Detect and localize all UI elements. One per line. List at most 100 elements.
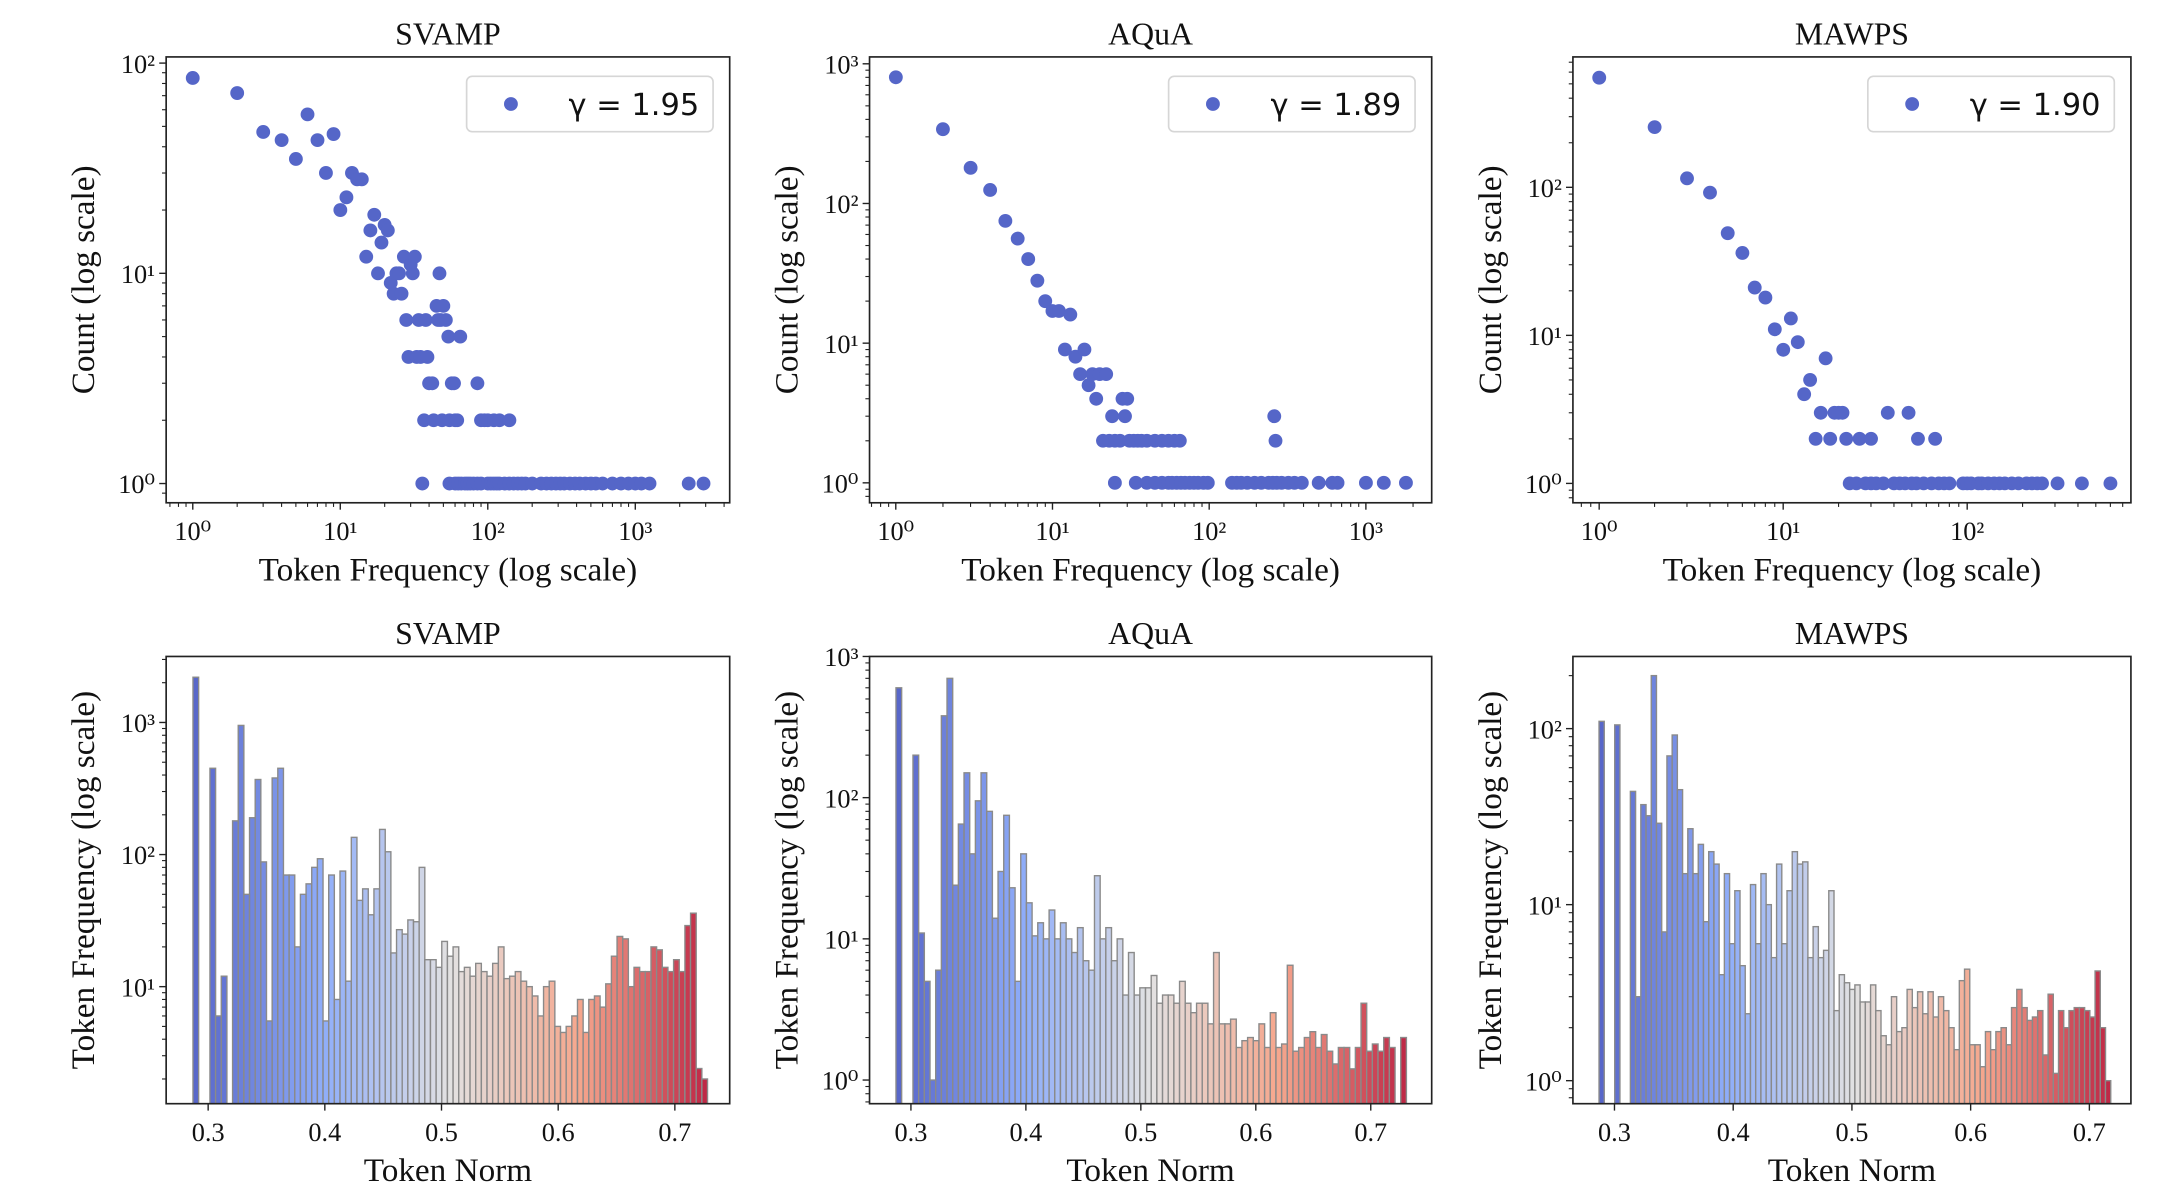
x-tick-label: 10¹ [1766,517,1800,546]
scatter-point [1200,475,1215,490]
legend-box [465,75,714,133]
histogram-bar [1869,984,1877,1104]
y-tick-label: 10² [824,784,858,813]
scatter-point [1747,280,1762,295]
histogram-bar [2052,1072,2060,1104]
histogram-bar [1890,995,1898,1104]
histogram-bar [655,949,663,1104]
histogram-bar [952,884,960,1104]
histogram-bar [322,1020,330,1104]
scatter-point [450,413,465,428]
y-tick-label: 10¹ [1528,322,1562,351]
histogram-bar [1875,1009,1882,1104]
histogram-bar [1059,922,1067,1104]
scatter-point [418,313,433,327]
x-tick-label: 0.7 [1354,1118,1387,1147]
histogram-bar [974,800,982,1104]
histogram-bar [1640,803,1647,1104]
histogram-bar [946,677,954,1104]
histogram-bar [610,955,618,1104]
histogram-bar [1263,1046,1271,1104]
scatter-point [1118,409,1132,424]
histogram-bar [361,888,369,1104]
histogram-bar [1666,755,1673,1104]
histogram-bar [497,946,505,1104]
histogram-bar [265,1020,273,1104]
histogram-bar [633,966,641,1104]
histogram-bar [576,998,584,1104]
histogram-bar [316,858,324,1104]
histogram-bar [1963,968,1971,1104]
histogram-bar [582,1031,590,1104]
histogram-bar [350,836,358,1104]
histogram-bar [1224,1023,1232,1104]
histogram-bar [1292,1050,1300,1104]
histogram-bar [271,777,279,1104]
scatter-point [1057,342,1072,357]
y-tick-label: 10² [1528,715,1562,744]
scatter-point [300,107,315,122]
histogram-bar [1822,949,1830,1104]
panel-hist-svamp: 0.3 0.4 0.5 0.6 0.7 10¹ 10² 10³ SVAMP Token Norm T… [65,616,731,1189]
histogram-bar [1634,995,1642,1104]
histogram-bar [446,955,454,1104]
x-tick-label: 0.3 [894,1118,927,1147]
histogram-bar [1275,1046,1283,1104]
x-tick-label: 0.4 [1717,1118,1750,1147]
scatter-point [1592,70,1607,85]
histogram-bar [1843,982,1851,1104]
histogram-bar [1269,1011,1277,1104]
histogram-bar [401,933,409,1104]
x-axis-label: Token Frequency (log scale) [961,551,1340,588]
histogram-bar [1343,1046,1351,1104]
histogram-bar [1979,1066,1987,1104]
y-tick-label: 10¹ [824,330,858,359]
histogram-bar [1838,974,1846,1104]
histogram-bar [1280,1043,1288,1104]
histogram-bar [2083,1009,2091,1104]
histogram-bar [1037,922,1045,1104]
histogram-bar [622,938,630,1104]
plot-area [1592,70,2118,491]
axes-frame [165,655,731,1105]
histogram-bar [1937,995,1945,1104]
histogram-bar [458,970,466,1104]
histogram-bar [616,935,624,1104]
legend: γ = 1.95 [465,75,714,133]
histogram-bar [934,969,943,1104]
histogram-bar [1760,872,1767,1104]
x-axis-label: Token Frequency (log scale) [1663,551,2042,588]
histogram-bar [1025,902,1033,1104]
scatter-point [2103,476,2118,491]
x-tick-label: 10⁰ [174,517,211,546]
histogram-bar [1854,984,1861,1104]
x-tick-label: 0.7 [2073,1118,2106,1147]
scatter-point [1797,387,1812,402]
plot-area [1598,674,2112,1104]
histogram-bar [1110,960,1118,1104]
histogram-bar [1728,943,1736,1104]
legend-marker [1905,97,1920,111]
histogram-bar [912,754,920,1104]
histogram-bar [650,946,658,1104]
scatter-point [936,122,950,137]
histogram-bar [1348,1068,1357,1104]
scatter-point [681,476,696,491]
x-tick-label: 10³ [618,517,652,546]
histogram-bar [963,772,971,1104]
histogram-bar [554,1025,562,1104]
histogram-bar [294,946,302,1104]
histogram-bar [1791,850,1799,1104]
scatter-point [1099,367,1114,382]
histogram-bar [1749,883,1757,1104]
histogram-bar [328,874,336,1104]
scatter-point [392,266,406,281]
histogram-bar [565,1025,573,1104]
histogram-bar [1314,1046,1323,1104]
histogram-bar [1770,956,1778,1104]
histogram-bar [1258,1023,1266,1104]
histogram-bar [1286,964,1294,1104]
histogram-bar [599,1006,607,1104]
histogram-bar [701,1078,709,1104]
chart-title: AQuA [1108,16,1193,51]
